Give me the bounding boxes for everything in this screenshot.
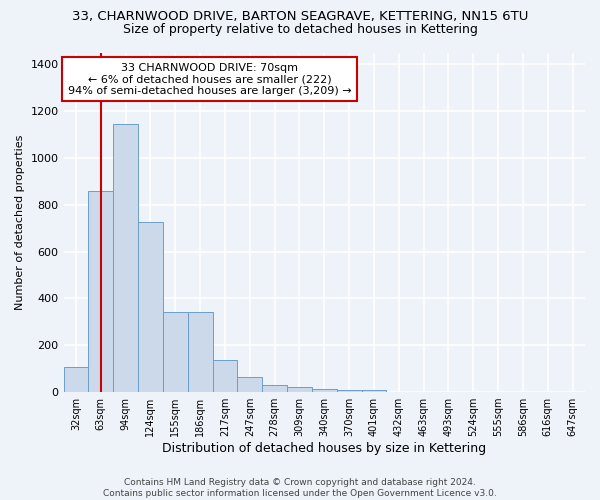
Bar xyxy=(188,312,212,392)
Text: Size of property relative to detached houses in Kettering: Size of property relative to detached ho… xyxy=(122,22,478,36)
Bar xyxy=(362,390,386,392)
Bar xyxy=(337,390,362,392)
Bar xyxy=(238,377,262,392)
Bar xyxy=(312,388,337,392)
Bar xyxy=(163,312,188,392)
Text: Contains HM Land Registry data © Crown copyright and database right 2024.
Contai: Contains HM Land Registry data © Crown c… xyxy=(103,478,497,498)
Bar xyxy=(262,385,287,392)
Text: 33, CHARNWOOD DRIVE, BARTON SEAGRAVE, KETTERING, NN15 6TU: 33, CHARNWOOD DRIVE, BARTON SEAGRAVE, KE… xyxy=(72,10,528,23)
Bar xyxy=(138,222,163,392)
Bar xyxy=(88,190,113,392)
Bar xyxy=(212,360,238,392)
Bar xyxy=(113,124,138,392)
Y-axis label: Number of detached properties: Number of detached properties xyxy=(15,134,25,310)
X-axis label: Distribution of detached houses by size in Kettering: Distribution of detached houses by size … xyxy=(162,442,487,455)
Bar xyxy=(64,368,88,392)
Text: 33 CHARNWOOD DRIVE: 70sqm
← 6% of detached houses are smaller (222)
94% of semi-: 33 CHARNWOOD DRIVE: 70sqm ← 6% of detach… xyxy=(68,62,352,96)
Bar xyxy=(287,388,312,392)
